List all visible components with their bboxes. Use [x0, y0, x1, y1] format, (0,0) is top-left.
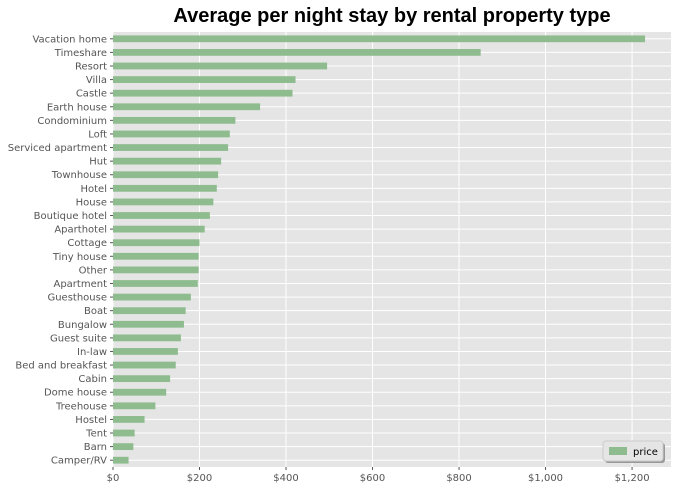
x-tick-label: $1,200	[615, 473, 650, 484]
y-tick-label: House	[76, 197, 107, 208]
y-tick-label: Other	[79, 265, 108, 276]
bar	[113, 130, 230, 138]
bar	[113, 225, 205, 233]
plot-background	[113, 32, 671, 467]
bar	[113, 157, 222, 165]
x-tick-label: $400	[273, 473, 298, 484]
bar	[113, 320, 184, 328]
y-tick-label: Timeshare	[54, 48, 107, 59]
y-tick-label: Hotel	[81, 184, 108, 195]
bar	[113, 62, 328, 70]
bar	[113, 280, 198, 287]
bar	[113, 239, 200, 247]
x-tick-label: $200	[187, 473, 212, 484]
y-tick-label: Townhouse	[51, 170, 107, 181]
legend-label: price	[633, 447, 658, 458]
bar	[113, 252, 199, 260]
y-tick-label: Bed and breakfast	[15, 361, 107, 372]
y-tick-label: Boat	[84, 306, 107, 317]
bar	[113, 375, 171, 383]
bar	[113, 348, 178, 355]
y-tick-label: Aparthotel	[54, 225, 107, 236]
y-tick-label: Condominium	[37, 116, 107, 127]
y-tick-label: Castle	[76, 89, 107, 100]
bar	[113, 184, 217, 192]
bar	[113, 456, 129, 464]
x-tick-label: $0	[107, 473, 120, 484]
bar	[113, 334, 181, 342]
y-tick-label: Cottage	[67, 238, 107, 249]
bar	[113, 266, 199, 274]
x-tick-label: $1,000	[528, 473, 563, 484]
y-tick-label: Camper/RV	[51, 456, 107, 467]
y-tick-label: Serviced apartment	[8, 143, 107, 154]
x-tick-label: $800	[446, 473, 471, 484]
chart-title: Average per night stay by rental propert…	[173, 5, 611, 27]
y-tick-label: Villa	[86, 75, 107, 86]
y-tick-label: Tiny house	[52, 252, 107, 263]
bar	[113, 171, 219, 179]
bar	[113, 103, 261, 111]
bar	[113, 76, 296, 83]
y-tick-label: Loft	[88, 129, 107, 140]
y-tick-label: Earth house	[47, 102, 107, 113]
bar	[113, 212, 210, 219]
bar	[113, 402, 156, 410]
y-tick-label: In-law	[77, 347, 107, 358]
y-tick-label: Resort	[75, 61, 107, 72]
bar	[113, 293, 191, 301]
y-tick-label: Hut	[89, 157, 107, 168]
bar	[113, 35, 646, 43]
y-tick-label: Bungalow	[58, 320, 107, 331]
bar	[113, 144, 229, 151]
legend-box	[602, 440, 664, 462]
y-tick-label: Barn	[84, 442, 107, 453]
y-tick-label: Apartment	[53, 279, 107, 290]
x-tick-label: $600	[360, 473, 385, 484]
y-tick-label: Tent	[85, 429, 107, 440]
bar	[113, 416, 145, 423]
bar	[113, 307, 186, 315]
y-tick-label: Guest suite	[50, 333, 107, 344]
y-tick-label: Treehouse	[55, 401, 107, 412]
bar	[113, 89, 293, 97]
bar	[113, 48, 481, 56]
bar	[113, 443, 134, 451]
bar	[113, 116, 236, 124]
bar	[113, 361, 176, 369]
y-tick-label: Hostel	[75, 415, 107, 426]
y-tick-label: Dome house	[44, 388, 107, 399]
y-tick-label: Guesthouse	[47, 293, 107, 304]
bar	[113, 388, 167, 396]
y-tick-label: Boutique hotel	[34, 211, 107, 222]
y-tick-label: Vacation home	[32, 34, 107, 45]
bar	[113, 198, 214, 206]
y-tick-label: Cabin	[78, 374, 107, 385]
bar	[113, 429, 135, 437]
legend-swatch	[609, 447, 627, 455]
